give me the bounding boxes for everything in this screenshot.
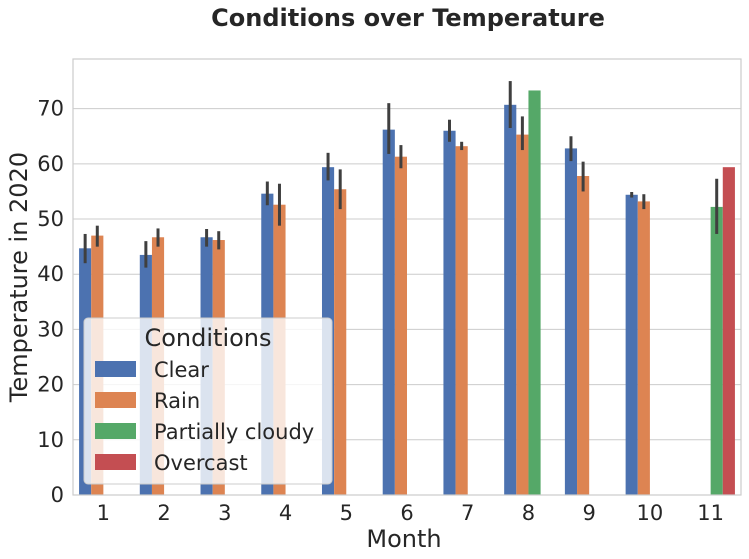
y-tick-label: 30 xyxy=(37,317,64,341)
x-tick-label: 4 xyxy=(279,501,292,525)
bar xyxy=(443,130,456,496)
bar xyxy=(564,148,578,495)
y-tick-label: 10 xyxy=(37,428,64,452)
bar xyxy=(722,167,735,495)
x-tick-label: 6 xyxy=(400,501,413,525)
legend-label: Overcast xyxy=(154,451,248,475)
legend-label: Partially cloudy xyxy=(154,420,314,444)
bar xyxy=(334,189,347,495)
legend-label: Clear xyxy=(154,358,209,382)
bar xyxy=(382,129,395,495)
y-tick-labels: 0 10 20 30 40 50 60 70 xyxy=(37,97,64,507)
plot-frame xyxy=(72,58,742,496)
legend-swatch xyxy=(95,361,136,377)
bar xyxy=(394,156,407,495)
x-tick-label: 1 xyxy=(97,501,110,525)
x-tick-labels: 1 2 3 4 5 6 7 8 9 10 11 xyxy=(97,501,724,525)
legend-swatch xyxy=(95,423,136,439)
y-tick-label: 0 xyxy=(51,483,64,507)
y-tick-label: 70 xyxy=(37,97,64,121)
chart-title: Conditions over Temperature xyxy=(211,4,605,32)
x-tick-label: 10 xyxy=(637,501,664,525)
legend-box xyxy=(83,317,333,485)
x-tick-label: 8 xyxy=(522,501,535,525)
bar xyxy=(516,134,529,496)
y-tick-label: 20 xyxy=(37,373,64,397)
x-axis-label: Month xyxy=(366,525,441,553)
x-tick-label: 2 xyxy=(157,501,170,525)
bar xyxy=(577,176,590,495)
bar xyxy=(637,201,650,495)
x-tick-label: 9 xyxy=(582,501,595,525)
y-axis-label: Temperature in 2020 xyxy=(5,152,33,403)
y-tick-label: 50 xyxy=(37,207,64,231)
x-tick-label: 7 xyxy=(461,501,474,525)
x-tick-label: 3 xyxy=(218,501,231,525)
y-tick-label: 60 xyxy=(37,152,64,176)
legend-label: Rain xyxy=(154,389,200,413)
error-bars xyxy=(83,81,719,268)
bar xyxy=(528,90,541,496)
legend-swatch xyxy=(95,454,136,470)
legend: Conditions Clear Rain Partially cloudy Over… xyxy=(83,317,333,485)
y-tick-label: 40 xyxy=(37,262,64,286)
legend-title: Conditions xyxy=(144,324,271,352)
bar xyxy=(504,104,517,496)
legend-swatch xyxy=(95,392,136,408)
bar xyxy=(710,206,723,495)
bar xyxy=(625,194,638,495)
x-tick-label: 11 xyxy=(697,501,724,525)
x-tick-label: 5 xyxy=(340,501,353,525)
bar xyxy=(455,146,468,495)
